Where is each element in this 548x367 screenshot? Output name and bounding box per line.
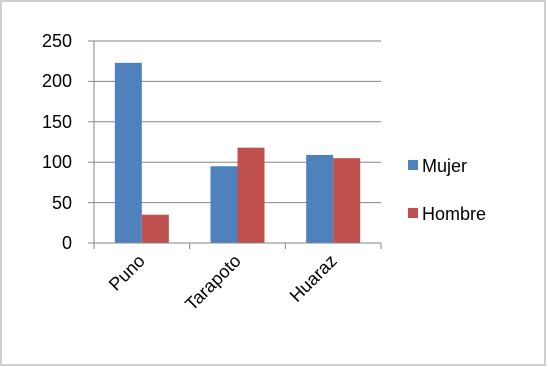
y-tick-label: 150 [42,112,72,132]
y-tick-label: 200 [42,71,72,91]
y-tick-label: 100 [42,152,72,172]
legend-swatch-hombre [408,208,418,218]
legend-label-mujer: Mujer [422,156,467,176]
bar-hombre-puno [141,214,169,243]
bar-mujer-puno [114,62,142,243]
bar-hombre-tarapoto [237,147,265,243]
y-tick-label: 50 [52,193,72,213]
y-tick-label: 0 [62,233,72,253]
y-tick-label: 250 [42,31,72,51]
bar-mujer-tarapoto [210,166,238,243]
y-tick-labels: 0 50 100 150 200 250 [42,31,72,253]
legend-label-hombre: Hombre [422,204,486,224]
legend-swatch-mujer [408,160,418,170]
bars [114,62,361,243]
bar-mujer-huaraz [306,154,334,243]
bar-hombre-huaraz [333,158,361,243]
legend: Mujer Hombre [408,156,486,224]
